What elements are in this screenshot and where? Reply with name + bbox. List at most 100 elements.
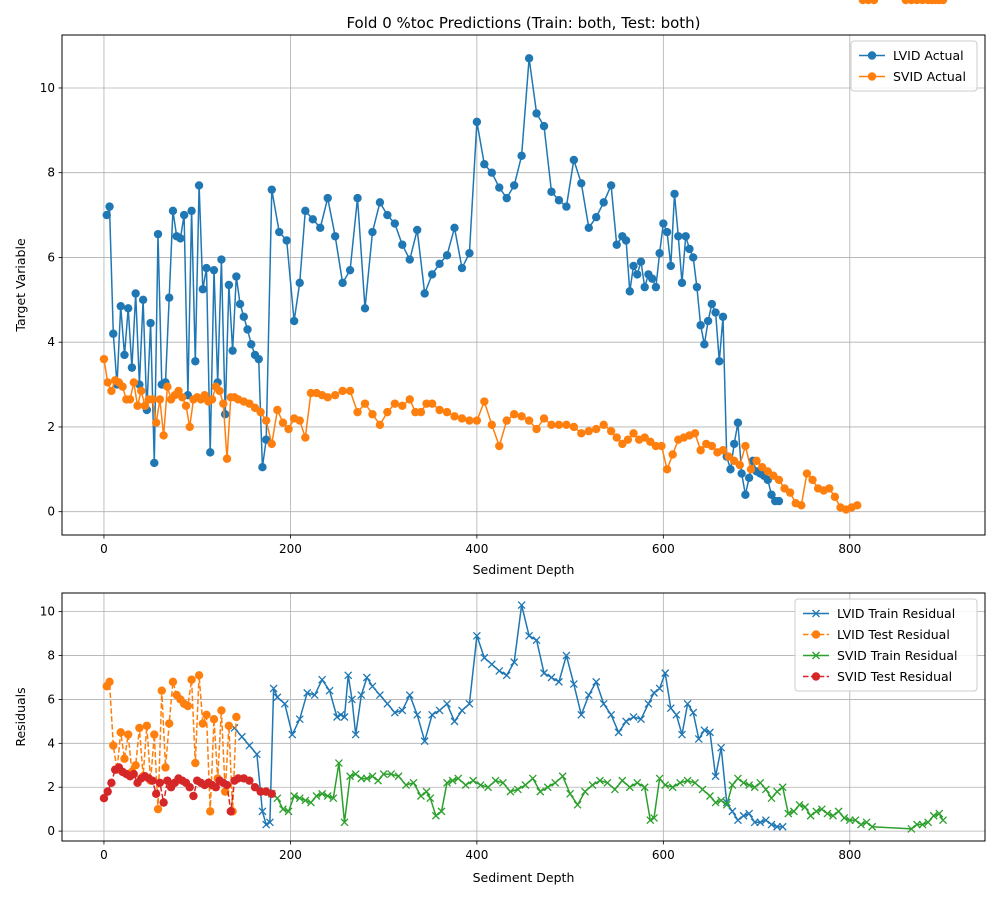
top-chart-lvid-actual-point bbox=[123, 304, 133, 313]
top-chart-grid bbox=[62, 35, 985, 535]
top-chart-lvid-actual-point bbox=[733, 418, 743, 427]
bottom-chart-svid-train-residual-point bbox=[806, 811, 815, 820]
bottom-chart-ytick-label: 4 bbox=[47, 736, 55, 750]
bottom-chart-lvid-train-residual-point bbox=[717, 743, 726, 752]
bottom-chart-lvid-train-residual-point bbox=[362, 673, 371, 682]
top-chart-svid-actual-point bbox=[398, 401, 407, 410]
top-chart-svid-actual-point bbox=[495, 441, 504, 451]
bottom-chart-svid-train-residual-point bbox=[745, 781, 754, 789]
bottom-chart-svid-train-residual-point bbox=[426, 794, 435, 803]
bottom-chart-svid-train-residual-point bbox=[795, 800, 804, 809]
top-chart-svid-actual-point bbox=[155, 395, 165, 404]
bottom-chart-lvid-train-residual-point bbox=[510, 658, 519, 667]
top-chart-svid-actual-point bbox=[785, 488, 795, 497]
bottom-chart-svid-test-residual-point bbox=[163, 776, 172, 785]
top-chart-svid-actual-point bbox=[353, 407, 362, 417]
top-chart-lvid-actual-point bbox=[368, 227, 377, 237]
top-chart-lvid-actual-point bbox=[495, 183, 504, 192]
top-chart-lvid-actual-point bbox=[554, 196, 564, 205]
bottom-chart-svid-train-residual-point bbox=[595, 776, 604, 785]
top-chart-lvid-actual-point bbox=[659, 219, 668, 228]
top-chart-svid-actual-point bbox=[360, 399, 370, 408]
bottom-chart-svid-train-residual-point bbox=[506, 787, 515, 796]
bottom-chart-svid-train-residual-point bbox=[469, 776, 478, 785]
bottom-chart-svid-train-residual-point bbox=[603, 778, 612, 787]
top-chart-lvid-actual-point bbox=[670, 189, 679, 199]
top-chart-lvid-actual-point bbox=[606, 181, 616, 190]
top-chart-lvid-actual-point bbox=[168, 206, 178, 216]
top-chart-lvid-actual-point bbox=[584, 223, 593, 232]
top-chart-lvid-actual-point bbox=[275, 227, 284, 237]
bottom-chart-lvid-train-residual-point bbox=[303, 688, 312, 697]
top-chart-svid-actual-point bbox=[741, 441, 750, 451]
top-chart-svid-actual-point bbox=[129, 378, 138, 387]
top-chart-svid-actual-point bbox=[752, 456, 761, 466]
bottom-chart-legend-marker-lvid-train-residual bbox=[812, 609, 820, 618]
bottom-chart-svid-train-residual-point bbox=[829, 811, 837, 820]
bottom-chart-svid-train-residual-point bbox=[918, 820, 927, 829]
bottom-chart-lvid-test-residual-point bbox=[224, 721, 234, 730]
top-chart-ytick-label: 2 bbox=[47, 420, 55, 434]
bottom-chart-lvid-train-residual-point bbox=[288, 730, 297, 739]
top-chart-svid-actual-point bbox=[502, 416, 511, 425]
bottom-chart-svid-train-residual-point bbox=[924, 818, 933, 827]
top-chart-lvid-actual-point bbox=[562, 202, 571, 211]
top-chart-lvid-actual-point bbox=[457, 263, 467, 273]
bottom-chart-svid-train-residual-point bbox=[368, 772, 377, 781]
top-chart-lvid-actual-point bbox=[360, 304, 370, 313]
top-chart-svid-actual-point bbox=[273, 405, 282, 415]
bottom-chart-svid-test-residual-point bbox=[159, 798, 168, 807]
bottom-chart-svid-train-residual-point bbox=[521, 781, 530, 789]
bottom-chart-lvid-test-residual-point bbox=[105, 677, 114, 687]
top-chart-svid-actual-point bbox=[207, 395, 217, 404]
bottom-chart-lvid-train-residual-point bbox=[347, 695, 356, 704]
bottom-chart-svid-train-residual-point bbox=[499, 778, 507, 787]
bottom-chart-svid-train-residual-point bbox=[655, 774, 664, 783]
top-chart-legend-marker-lvid-actual bbox=[867, 51, 877, 60]
top-chart-svid-actual-point bbox=[599, 420, 608, 430]
top-chart-svid-actual-point bbox=[435, 405, 444, 415]
bottom-chart-lvid-train-residual-point bbox=[637, 715, 645, 724]
bottom-chart-svid-test-residual-point bbox=[222, 780, 232, 790]
bottom-chart-svid-train-residual-point bbox=[588, 781, 597, 789]
bottom-chart-svid-train-residual-point bbox=[431, 811, 440, 820]
top-chart-svid-actual-point bbox=[623, 435, 633, 444]
top-chart-svid-actual-point bbox=[405, 395, 414, 404]
bottom-chart-svid-train-residual-point bbox=[750, 783, 759, 792]
bottom-chart-svid-train-residual-point bbox=[387, 770, 396, 779]
bottom-chart-svid-train-residual-point bbox=[625, 783, 634, 792]
top-chart-svid-actual-point bbox=[547, 420, 556, 430]
bottom-chart-svid-train-residual-point bbox=[279, 805, 287, 814]
bottom-chart-lvid-train-residual-point bbox=[683, 699, 692, 708]
bottom-chart-lvid-train-residual-point bbox=[487, 660, 496, 669]
bottom-chart-svid-train-residual-point bbox=[551, 778, 560, 787]
top-chart-lvid-actual-point bbox=[150, 458, 159, 468]
top-chart-svid-actual-point bbox=[107, 386, 116, 396]
top-chart-lvid-actual-point bbox=[105, 202, 114, 211]
top-chart-svid-actual-point bbox=[133, 401, 142, 410]
top-chart-svid-actual-point bbox=[256, 407, 265, 417]
bottom-chart: 0 200 400 600 800 0 2 4 6 8 10 Sediment Depth Resi… bbox=[13, 592, 986, 885]
bottom-chart-lvid-train-residual-point bbox=[562, 651, 571, 660]
top-chart-lvid-actual-point bbox=[435, 259, 444, 269]
top-chart-svid-actual-point bbox=[746, 465, 756, 474]
bottom-chart-lvid-train-residual-point bbox=[450, 717, 459, 726]
bottom-chart-lvid-test-residual-point bbox=[168, 677, 178, 687]
bottom-chart-svid-train-residual-point bbox=[728, 781, 737, 789]
bottom-chart-lvid-test-residual-point bbox=[109, 741, 118, 750]
top-chart-svid-actual-point bbox=[450, 412, 459, 421]
bottom-chart-lvid-train-residual-point bbox=[622, 717, 631, 726]
top-chart-lvid-actual-point bbox=[228, 346, 237, 355]
bottom-chart-svid-train-residual-point bbox=[543, 783, 552, 792]
top-chart-series-lvid-actual bbox=[102, 54, 784, 506]
bottom-chart-svid-test-residual-point bbox=[226, 807, 235, 816]
bottom-chart-xtick-label: 200 bbox=[279, 848, 302, 862]
bottom-chart-svid-train-residual-point bbox=[448, 776, 457, 785]
top-chart-lvid-actual-point bbox=[420, 289, 429, 298]
bottom-chart-lvid-train-residual-point bbox=[245, 741, 254, 750]
bottom-chart-lvid-train-residual-point bbox=[344, 671, 353, 680]
bottom-chart-svid-train-residual-point bbox=[536, 787, 545, 796]
top-chart-ytick-label: 8 bbox=[47, 166, 55, 180]
bottom-chart-svid-test-residual-point bbox=[189, 791, 198, 801]
top-chart-svid-actual-point bbox=[330, 390, 340, 400]
